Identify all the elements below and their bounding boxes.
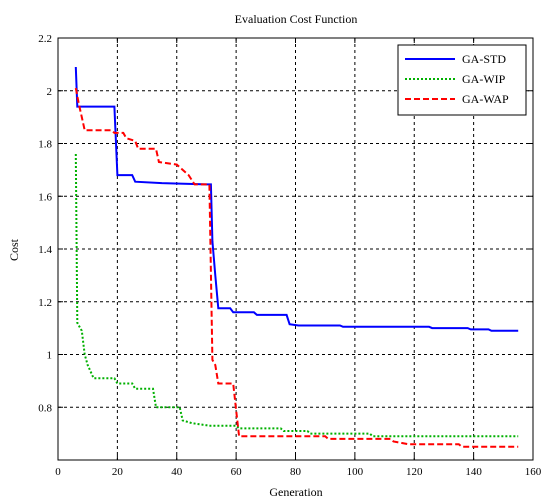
x-tick-label: 40: [171, 466, 183, 478]
y-tick-label: 1.6: [38, 191, 52, 203]
y-tick-label: 1.2: [38, 297, 52, 309]
series-line-ga-wap: [74, 87, 519, 448]
y-tick-label: 2: [47, 86, 53, 98]
y-tick-label: 1.8: [38, 139, 52, 151]
chart-title: Evaluation Cost Function: [235, 12, 358, 26]
series-line-ga-wip: [74, 153, 519, 438]
x-tick-label: 160: [525, 466, 542, 478]
x-tick-label: 60: [231, 466, 243, 478]
y-tick-label: 2.2: [38, 33, 52, 45]
x-tick-labels: 0 20 40 60 80 100 120 140 160: [55, 466, 542, 478]
x-axis-label: Generation: [269, 485, 322, 498]
legend-box: [397, 44, 527, 116]
legend-label-ga-wip: GA-WIP: [462, 72, 506, 86]
x-tick-label: 140: [465, 466, 482, 478]
legend-label-ga-std: GA-STD: [462, 52, 506, 66]
series-line-ga-std: [74, 66, 519, 332]
y-tick-label: 0.8: [38, 402, 52, 414]
x-tick-label: 100: [347, 466, 364, 478]
legend-label-ga-wap: GA-WAP: [462, 92, 509, 106]
x-tick-label: 80: [290, 466, 302, 478]
x-tick-label: 0: [55, 466, 61, 478]
y-tick-labels: 0.8 1 1.2 1.4 1.6 1.8 2 2.2: [38, 33, 52, 414]
y-axis-label: Cost: [7, 238, 21, 261]
x-tick-label: 20: [112, 466, 124, 478]
y-tick-label: 1: [47, 350, 53, 362]
x-tick-label: 120: [406, 466, 423, 478]
gridlines: [58, 38, 533, 460]
axis-ticks: [57, 37, 534, 460]
plot-series: [74, 66, 519, 448]
legend: GA-STD GA-WIP GA-WAP: [397, 44, 527, 116]
y-tick-label: 1.4: [38, 244, 52, 256]
